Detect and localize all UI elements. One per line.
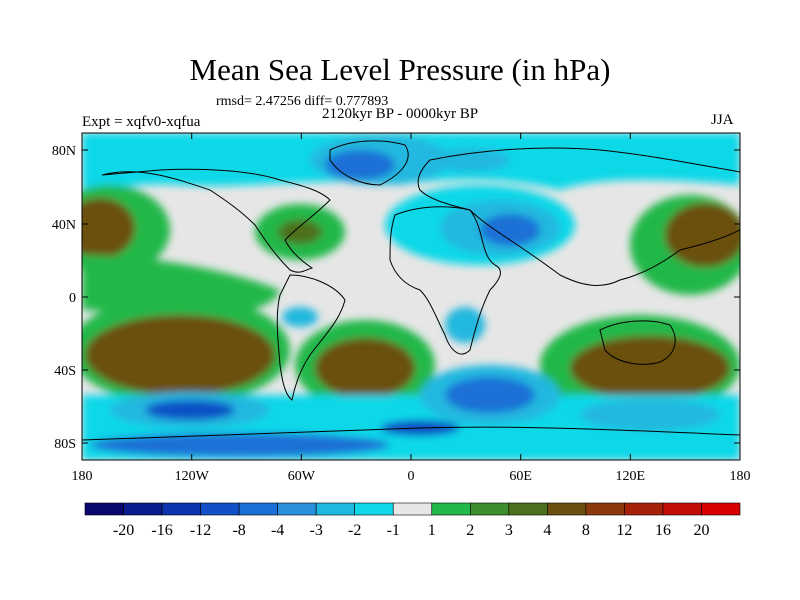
legend-label: -2 [348, 522, 361, 539]
n-atlantic-high-core [278, 220, 322, 244]
legend-label: -12 [190, 522, 211, 539]
legend-swatch [392, 502, 433, 516]
legend-label: 16 [655, 522, 671, 539]
legend-swatch [238, 502, 278, 516]
n-pacific-high-w-core [82, 198, 135, 258]
latitude-labels: 80N 40N 0 40S 80S [52, 144, 740, 452]
southern-africa-low [445, 307, 485, 343]
lon-label: 0 [408, 469, 415, 484]
legend-label: -16 [151, 522, 172, 539]
indian-ocean-high-core [570, 336, 730, 400]
antarctic-low [90, 433, 390, 457]
legend-swatch [662, 502, 702, 516]
legend-swatch [547, 502, 587, 516]
eurasia-low-core [480, 214, 540, 246]
legend-label: -1 [387, 522, 400, 539]
legend-swatch [123, 502, 163, 516]
greenland-low-core [325, 150, 395, 180]
legend-label: 20 [693, 522, 709, 539]
legend-label: 8 [582, 522, 590, 539]
lat-label: 80N [52, 144, 76, 159]
africa-outline [389, 206, 501, 355]
experiment-label: Expt = xqfv0-xqfua [82, 114, 201, 130]
brazil-low [282, 307, 318, 327]
eurasia-outline [417, 147, 740, 286]
stats-text: rmsd= 2.47256 diff= 0.777893 [216, 94, 389, 109]
s-indian-low-core [445, 377, 535, 413]
south-america-outline [276, 274, 346, 401]
legend-swatch [354, 502, 394, 516]
lat-label: 0 [69, 291, 76, 306]
legend-swatch [161, 502, 201, 516]
greenland-outline [329, 140, 409, 186]
tropical-pacific-band [82, 255, 280, 314]
lon-label: 180 [72, 469, 93, 484]
lon-label: 60E [509, 469, 532, 484]
scandinavia-low [430, 148, 510, 172]
s-pacific-low-core [145, 400, 235, 420]
legend-label: -8 [232, 522, 245, 539]
lon-label: 60W [288, 469, 316, 484]
map-field [82, 133, 740, 460]
lat-label: 80S [54, 437, 76, 452]
lat-label: 40S [54, 364, 76, 379]
legend-swatch [624, 502, 664, 516]
s-pacific-high-core [85, 315, 275, 395]
legend-swatch [585, 502, 625, 516]
antarctica-outline [82, 426, 740, 441]
north-america-outline [101, 168, 331, 273]
legend-label: 12 [616, 522, 632, 539]
s-australia-low [580, 399, 720, 431]
n-pacific-high-e-core [665, 203, 740, 267]
legend-label: -3 [310, 522, 323, 539]
legend-swatch [84, 502, 124, 516]
lon-label: 120E [616, 469, 646, 484]
legend-swatch [508, 502, 548, 516]
longitude-labels: 180 120W 60W 0 60E 120E 180 [72, 133, 751, 484]
legend-swatch [315, 502, 356, 516]
legend-label: -20 [113, 522, 134, 539]
lat-label: 40N [52, 218, 76, 233]
lon-label: 120W [175, 469, 210, 484]
map-title: Mean Sea Level Pressure (in hPa) [189, 52, 611, 87]
legend-label: 4 [543, 522, 551, 539]
legend-swatch [431, 502, 471, 516]
legend-swatch [200, 502, 240, 516]
legend-swatch [469, 502, 510, 516]
legend-swatch [701, 502, 741, 516]
legend-label: 2 [466, 522, 474, 539]
period-subtitle: 2120kyr BP - 0000kyr BP [321, 106, 479, 122]
lon-label: 180 [730, 469, 751, 484]
australia-outline [599, 320, 676, 365]
legend-label: 1 [428, 522, 436, 539]
legend-swatch [277, 502, 317, 516]
season-label: JJA [711, 112, 734, 128]
color-legend: -20 -16 -12 -8 -4 -3 -2 -1 1 2 3 4 8 12 16 20 [84, 502, 741, 539]
coastlines [82, 140, 740, 441]
legend-label: 3 [505, 522, 513, 539]
legend-label: -4 [271, 522, 284, 539]
s-atlantic-high-core [315, 338, 415, 398]
